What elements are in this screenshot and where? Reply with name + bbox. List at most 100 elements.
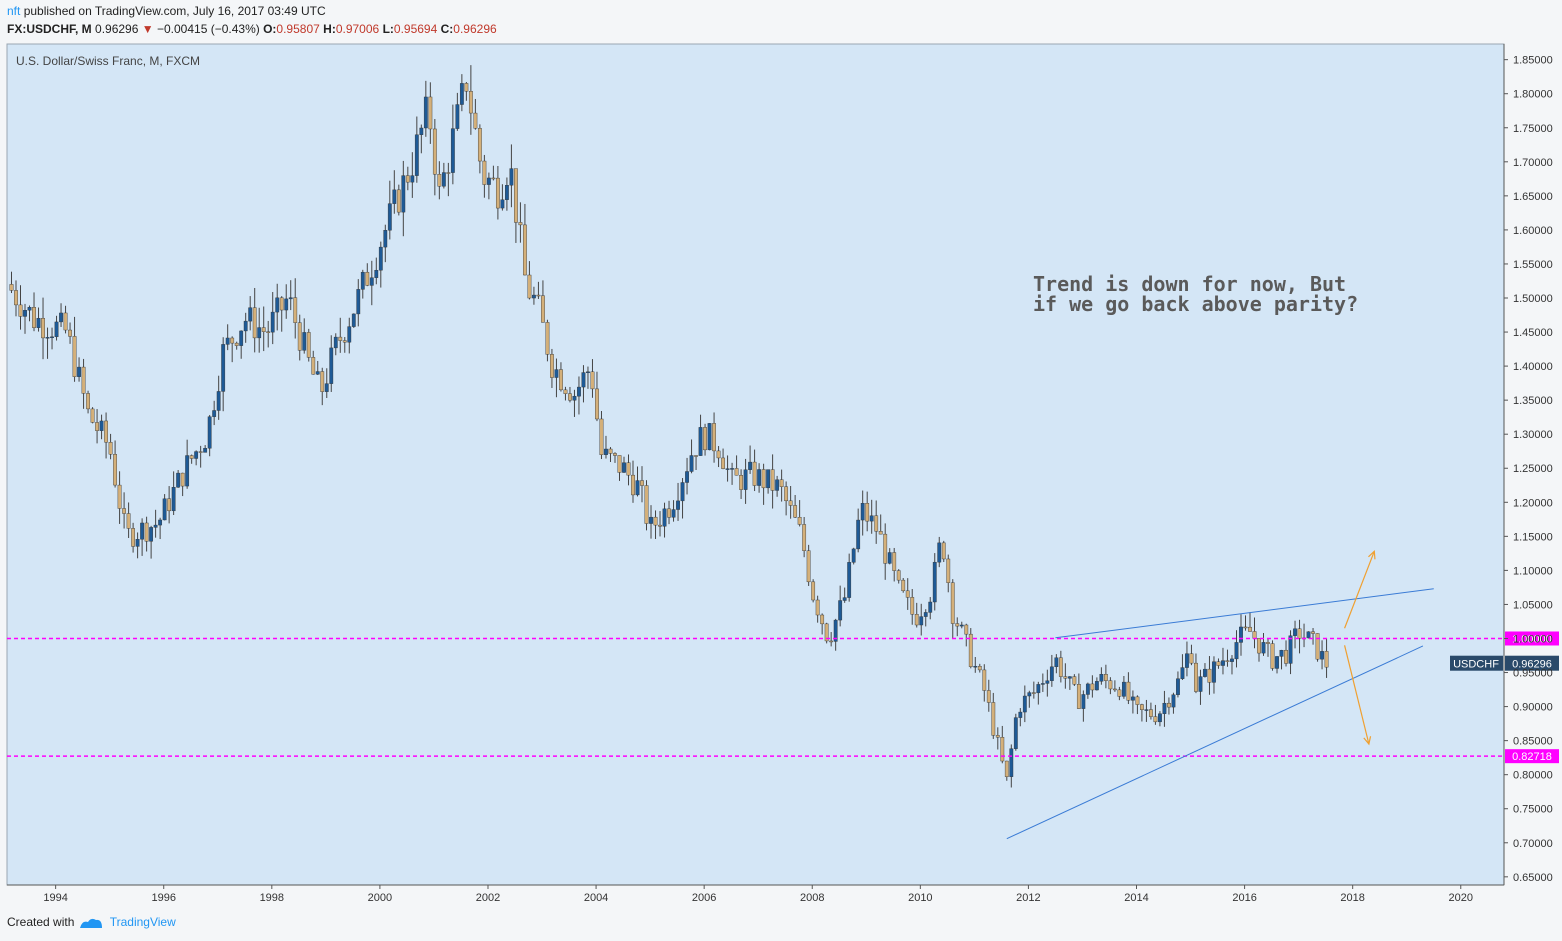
candle-bullish [1221,660,1225,666]
low-value: 0.95694 [393,22,438,36]
author-link[interactable]: nft [7,4,21,18]
candle-bullish [1185,653,1189,668]
arrow-head-icon [1368,550,1376,560]
candle-bullish [860,503,865,521]
candle-bearish [68,329,72,337]
candle-bearish [41,318,45,339]
candle-bullish [851,548,856,563]
candle-bearish [1270,643,1275,669]
candle-bullish [410,175,415,183]
price-tick-label: 1.10000 [1513,565,1553,577]
candle-bullish [351,313,356,327]
candle-bullish [1081,694,1086,709]
last-price-tag [1505,655,1559,671]
candle-bearish [86,393,90,410]
candle-bearish [905,590,910,598]
candle-bearish [941,542,946,560]
candle-bearish [991,702,996,736]
candle-bearish [1112,688,1117,691]
time-tick-label: 2018 [1340,892,1364,904]
time-tick-label: 2000 [368,892,392,904]
price-axis[interactable]: 0.65000 0.70000 0.75000 0.80000 0.85000 0.900… [1504,55,1553,884]
candle-bullish [1288,635,1293,664]
candle-bullish [315,371,320,375]
candle-bearish [694,455,698,457]
candle-bullish [288,297,293,300]
candle-bearish [527,274,532,299]
candle-bearish [910,597,915,615]
candle-bullish [662,508,667,527]
tradingview-link[interactable]: TradingView [109,915,176,929]
price-tick-label: 1.35000 [1513,395,1553,407]
candle-bearish [617,455,622,473]
candle-bullish [162,498,167,521]
candle-bullish [360,271,365,290]
candle-bearish [1324,651,1329,668]
candle-bearish [365,271,370,286]
level-price-label: 1.00000 [1512,633,1552,645]
candle-bullish [149,527,154,542]
candle-bullish [203,448,208,453]
candle-bullish [725,468,730,470]
candle-bearish [536,294,541,297]
candle-bullish [1230,658,1234,662]
candle-bearish [815,599,820,616]
time-tick-label: 2004 [584,892,608,904]
candle-bearish [306,332,311,358]
candle-bullish [1203,668,1207,677]
candle-bullish [1162,702,1167,714]
candle-bearish [541,295,545,323]
symbol-tag [1450,655,1503,671]
candle-bearish [261,327,266,332]
candle-bearish [1167,702,1171,708]
candle-bearish [405,175,410,183]
candle-bearish [104,420,108,443]
time-tick-label: 2006 [692,892,716,904]
price-tick-label: 0.80000 [1513,770,1553,782]
candle-bearish [653,516,658,526]
candle-bullish [1094,681,1099,691]
candle-bearish [32,307,36,328]
candle-bearish [320,371,325,392]
candle-bearish [473,112,478,129]
candle-bearish [946,558,951,583]
candle-bearish [559,369,563,391]
candle-bullish [450,128,455,173]
price-tick-label: 1.50000 [1513,293,1553,305]
candle-bullish [1261,642,1266,654]
candle-bearish [599,418,604,455]
candle-bullish [604,448,608,455]
projection-arrow [1343,645,1370,745]
candle-bullish [856,519,861,550]
time-tick-label: 2014 [1124,892,1148,904]
candle-bearish [14,290,18,306]
candle-bearish [770,469,775,491]
arrow-head-icon [1363,736,1372,746]
footer: Created with TradingView [7,915,176,930]
candle-bearish [658,524,662,527]
candle-bullish [207,416,212,449]
candle-bearish [914,614,919,626]
candle-bearish [892,552,897,571]
candle-bearish [144,522,149,542]
time-axis[interactable]: 1994 1996 1998 2000 2002 2004 2006 2008 2010 2012… [43,885,1473,904]
time-tick-label: 2002 [476,892,500,904]
candle-bearish [1284,649,1288,664]
candle-bullish [1144,709,1149,711]
projection-arrow [1344,551,1375,629]
candle-bullish [27,307,32,311]
candle-bearish [1058,657,1063,677]
candle-bearish [108,442,113,455]
low-label: L: [382,22,394,36]
candle-bullish [275,297,280,313]
candle-bullish [284,298,289,311]
candle-bearish [63,312,68,331]
candle-bullish [622,462,626,473]
candle-bearish [1153,716,1158,723]
price-tick-label: 1.60000 [1513,225,1553,237]
candle-bullish [1067,676,1072,679]
candle-bearish [734,468,739,476]
down-arrow-icon: ▼ [141,22,154,36]
candle-bullish [221,344,226,392]
